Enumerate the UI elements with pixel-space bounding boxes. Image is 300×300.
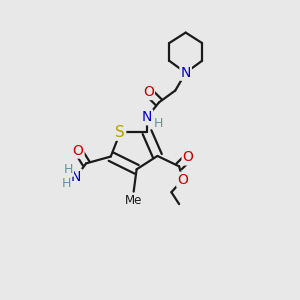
Text: O: O	[177, 173, 188, 187]
Text: N: N	[142, 110, 152, 124]
Text: O: O	[183, 150, 194, 164]
Text: N: N	[181, 66, 191, 80]
Text: H: H	[154, 117, 164, 130]
Text: S: S	[116, 125, 125, 140]
Text: N: N	[71, 170, 82, 184]
Text: Me: Me	[125, 194, 142, 207]
Text: H: H	[64, 163, 73, 176]
Text: O: O	[143, 85, 154, 99]
Text: O: O	[73, 144, 83, 158]
Text: H: H	[61, 177, 71, 190]
